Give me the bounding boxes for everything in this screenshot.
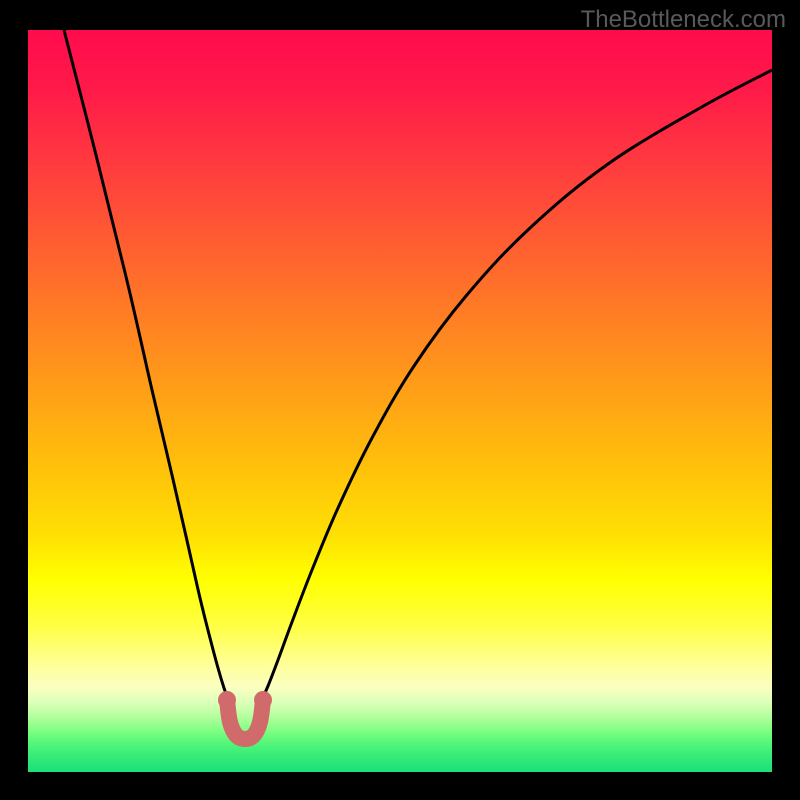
chart-container: TheBottleneck.com <box>0 0 800 800</box>
watermark-text: TheBottleneck.com <box>581 6 786 34</box>
curve-right <box>262 70 772 699</box>
curve-overlay <box>0 0 800 800</box>
curve-left <box>64 30 228 699</box>
bottom-marker-left-dot <box>218 691 236 709</box>
bottom-marker-right-dot <box>254 691 272 709</box>
